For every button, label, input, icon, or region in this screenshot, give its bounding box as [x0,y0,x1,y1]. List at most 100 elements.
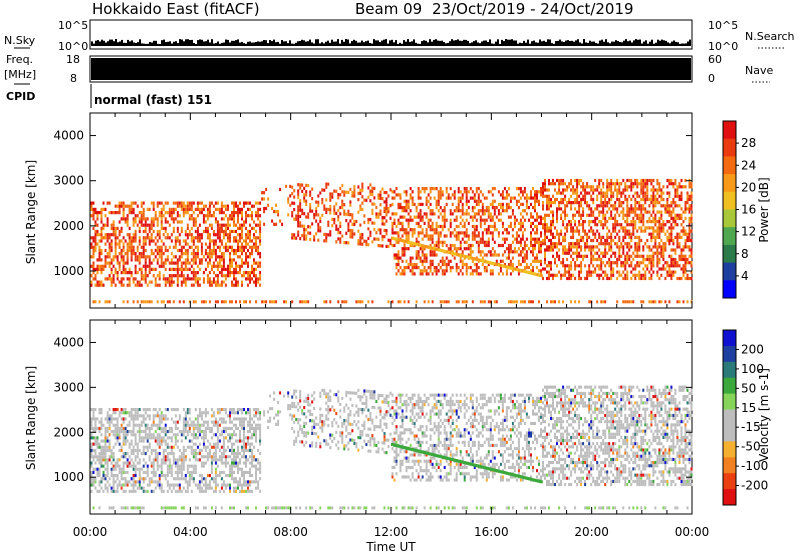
echo-cell [249,245,251,249]
echo-cell [505,196,508,200]
echo-cell [417,215,420,219]
echo-cell [94,486,97,490]
echo-cell [122,211,125,215]
echo-cell [586,235,589,239]
echo-cell [606,273,609,277]
echo-cell [668,204,671,208]
nsky-sample [503,41,505,46]
echo-cell [469,247,472,251]
echo-cell [592,188,595,192]
echo-cell [610,267,613,271]
echo-cell [90,245,93,249]
echo-cell [237,233,239,237]
echo-cell [409,196,412,200]
echo-cell [544,216,546,220]
echo-cell [144,452,147,456]
echo-cell [489,231,492,235]
echo-cell [212,252,215,256]
echo-cell [124,477,127,481]
y-tick-label: 2000 [53,219,84,233]
echo-cell [106,411,109,415]
echo-cell [497,272,500,276]
echo-cell [674,235,677,239]
echo-cell [98,258,101,262]
echo-cell [658,210,661,214]
echo-cell [638,273,641,277]
echo-cell [399,272,402,276]
echo-cell [546,276,548,281]
echo-cell [630,276,633,281]
echo-cell [570,201,573,205]
echo-cell [319,229,322,233]
echo-cell [124,408,127,412]
echo-cell [556,220,558,224]
echo-cell [116,489,119,493]
echo-cell [235,271,237,275]
echo-cell [453,228,456,232]
echo-cell [142,480,145,484]
echo-cell [419,209,422,213]
echo-cell [670,254,673,258]
echo-cell [237,239,239,243]
echo-cell [572,216,575,220]
echo-cell [247,229,249,234]
freq-label: Freq. [6,53,33,66]
echo-cell [483,212,486,216]
echo-cell [634,191,637,195]
echo-cell [377,237,380,241]
echo-cell [401,228,404,232]
echo-cell [196,271,199,275]
echo-cell [636,216,639,220]
echo-cell [479,218,482,222]
echo-cell [182,261,185,265]
echo-cell [660,226,663,230]
echo-cell [245,277,247,281]
echo-cell [417,193,420,197]
echo-cell [586,232,589,236]
echo-cell [357,191,360,195]
nsky-sample [231,40,233,46]
echo-cell [122,207,125,211]
echo-cell [106,489,109,493]
nsky-sample [427,42,429,46]
echo-cell [672,264,675,268]
echo-cell [241,283,243,287]
echo-cell [148,264,151,268]
echo-cell [405,228,408,232]
echo-cell [96,426,99,430]
echo-cell [501,224,504,229]
echo-cell [142,420,145,424]
echo-cell [582,257,585,262]
echo-cell [680,257,683,262]
echo-cell [210,264,213,268]
echo-cell [229,274,231,278]
echo-cell [517,206,520,210]
nsky-sample [97,40,99,46]
echo-cell [658,188,661,192]
echo-cell [259,207,262,211]
echo-cell [674,204,677,208]
echo-cell [231,248,233,253]
echo-cell [102,264,105,268]
echo-cell [90,464,93,468]
echo-cell [166,280,169,284]
echo-cell [142,489,145,493]
echo-cell [172,207,175,211]
echo-cell [540,215,542,219]
echo-cell [377,193,380,197]
echo-cell [100,423,103,427]
echo-cell [112,411,115,415]
echo-cell [108,236,111,240]
echo-cell [531,272,535,276]
echo-cell [194,261,197,265]
echo-cell [604,242,607,246]
echo-cell [652,264,655,268]
echo-cell [218,258,221,262]
echo-cell [598,178,601,183]
echo-cell [397,218,400,222]
echo-cell [305,190,308,194]
nsky-sample [305,41,307,46]
echo-cell [241,245,243,249]
echo-cell [570,254,573,258]
echo-cell [297,221,300,225]
